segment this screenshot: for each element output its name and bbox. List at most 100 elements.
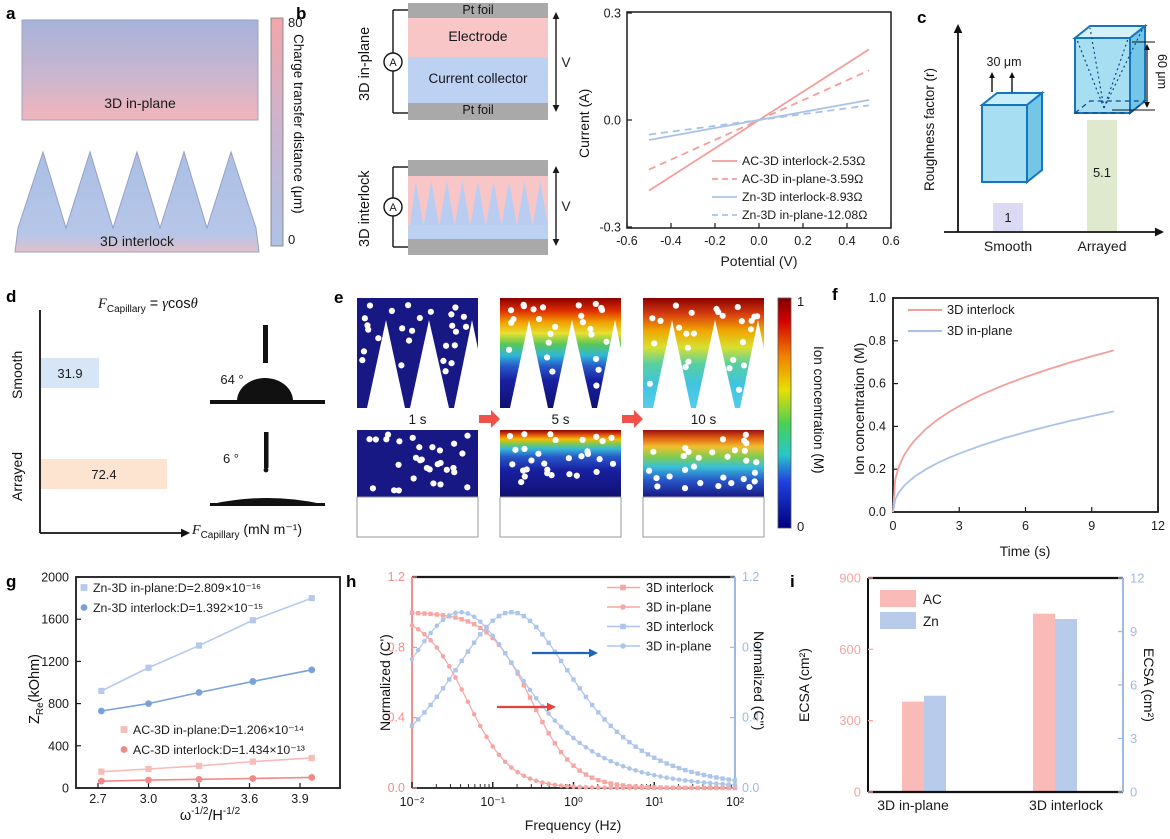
y-tick-label-right: 0.8 [742, 640, 759, 654]
legend-entry: AC-3D in-plane-3.59Ω [742, 172, 863, 186]
panel-e-letter: e [334, 288, 344, 307]
roughness-y-axis-label: Roughness factor (r) [922, 67, 937, 191]
bar-value-label: 1 [1004, 210, 1011, 225]
category-label: Smooth [984, 238, 1032, 254]
panel-f-letter: f [832, 285, 838, 304]
warburg-x-axis-label: ω-1/2/H-1/2 [179, 806, 241, 824]
y-tick-label-left: 0.4 [388, 711, 405, 725]
panel-a-letter: a [6, 4, 16, 23]
legend-entry: 3D interlock [646, 619, 714, 634]
time-label: 1 s [408, 412, 426, 427]
ion-concentration-colorbar-label: Ion concentration (M) [811, 346, 826, 474]
y-tick-label: 0.3 [604, 6, 621, 20]
simulation-interlock-2 [500, 298, 621, 408]
x-tick-label: 3.9 [291, 792, 308, 806]
panel-e: 1 s 5 s 10 s 1 0 [356, 294, 804, 538]
simulation-interlock-1 [357, 298, 478, 408]
simulation-inplane-1 [357, 430, 478, 497]
x-tick-label: 0 [890, 519, 897, 533]
x-tick-label: 0.2 [794, 234, 811, 248]
normalized-c-imag-axis-label: Normalized (C'') [751, 631, 767, 731]
ammeter-icon [383, 52, 403, 72]
simulation-interlock-3 [643, 298, 764, 408]
colorbar-min-label: 0 [288, 232, 295, 247]
y-tick-label-left: 900 [839, 571, 861, 586]
y-tick-label-right: 1.2 [742, 570, 759, 584]
panel-d: 31.9 72.4 64 ° 6 ° [39, 310, 325, 538]
x-tick-label: 12 [1151, 519, 1165, 533]
legend-entry: 3D in-plane [947, 323, 1012, 338]
category-label: 3D interlock [1029, 797, 1104, 813]
legend-entry: Zn [923, 614, 939, 629]
charge-transfer-colorbar-label: Charge transfer distance (μm) [291, 34, 306, 214]
interlock-schematic-label: 3D interlock [357, 170, 373, 247]
colorbar-min-label: 0 [797, 519, 804, 534]
colorbar-max-label: 1 [797, 294, 804, 309]
contact-angle-label: 6 ° [223, 451, 239, 466]
legend-entry: 3D in-plane [646, 600, 711, 615]
x-tick-label: 0.0 [750, 234, 767, 248]
y-tick-label-left: 0 [854, 785, 861, 800]
time-label: 5 s [551, 412, 569, 427]
x-tick-label: 10⁻¹ [480, 795, 505, 809]
panel-i-chart: 0 300 600 900 0 3 6 9 12 AC Zn 3D in-plane 3D interl… [839, 571, 1144, 814]
y-tick-label: 0.0 [869, 505, 886, 519]
voltage-symbol: V [561, 199, 570, 214]
panel-i-letter: i [790, 572, 795, 591]
y-tick-label: 400 [48, 739, 69, 753]
legend-entry: Zn-3D in-plane:D=2.809×10⁻¹⁶ [93, 581, 261, 595]
x-axis-label: Time (s) [1000, 543, 1051, 559]
y-tick-label-right: 0.0 [742, 781, 759, 795]
panel-a: 3D in-plane 3D interlock 80 0 [14, 15, 302, 253]
y-tick-label: 0.0 [604, 114, 621, 128]
y-tick-label: 0 [62, 782, 69, 796]
ecsa-right-axis-label: ECSA (cm²) [1141, 648, 1157, 722]
ammeter-symbol: A [389, 57, 397, 69]
panel-b-iv-chart: -0.6 -0.4 -0.2 0.0 0.2 0.4 0.6 0.3 0.0 -0.3 Potent… [599, 6, 899, 269]
y-tick-label-left: 600 [839, 642, 861, 657]
pt-foil-bottom-label: Pt foil [462, 103, 494, 117]
legend-entry: AC [923, 592, 942, 607]
y-tick-label: 1600 [41, 613, 69, 627]
smooth-category-label: Smooth [9, 350, 25, 399]
contact-angle-label: 64 ° [220, 372, 243, 387]
inplane-shape-label: 3D in-plane [104, 95, 176, 111]
x-tick-label: 0.4 [838, 234, 855, 248]
y-tick-label-right: 12 [1130, 571, 1144, 586]
capillary-axis-label: FCapillary (mN m⁻¹) [192, 521, 303, 541]
legend-entry: Zn-3D interlock:D=1.392×10⁻¹⁵ [93, 601, 263, 615]
x-tick-label: 3.6 [241, 792, 258, 806]
panel-b-schematic: A V A V [383, 3, 571, 255]
x-tick-label: 10⁻² [400, 795, 425, 809]
pt-foil-top-label: Pt foil [462, 3, 494, 17]
y-tick-label: 0.2 [869, 462, 886, 476]
y-tick-label-right: 6 [1130, 678, 1137, 693]
x-tick-label: -0.2 [704, 234, 726, 248]
contact-angle-droplet-64 [237, 378, 293, 401]
ion-concentration-y-axis-label: Ion concentration (M) [851, 342, 867, 475]
colorbar-max-label: 80 [288, 15, 302, 30]
panel-d-letter: d [6, 287, 17, 306]
x-tick-label: 0.6 [882, 234, 899, 248]
x-tick-label: 3 [956, 519, 963, 533]
arrayed-category-label: Arrayed [9, 451, 25, 501]
x-tick-label: -0.6 [616, 234, 638, 248]
ammeter-icon [383, 197, 403, 217]
x-axis-label: Potential (V) [720, 253, 797, 269]
panel-g-letter: g [6, 572, 17, 591]
y-tick-label: 1.0 [869, 291, 886, 305]
legend-entry: Zn-3D in-plane-12.08Ω [742, 208, 867, 222]
x-tick-label: 2.7 [89, 792, 106, 806]
panel-f-chart: 0.0 0.2 0.4 0.6 0.8 1.0 0 3 6 9 12 Time (s) 3D inter… [869, 291, 1165, 559]
x-tick-label: 9 [1088, 519, 1095, 533]
depth-60um-label: 60 μm [1155, 54, 1169, 89]
panel-g-chart: 0 400 800 1200 1600 2000 2.7 3.0 3.3 3.6 3.9 Zn-3D … [41, 571, 341, 806]
bar-value-label: 31.9 [57, 366, 82, 381]
panel-b-letter: b [296, 4, 307, 23]
current-y-axis-label: Current (A) [576, 88, 592, 158]
y-tick-label: 2000 [41, 571, 69, 585]
time-label: 10 s [691, 412, 717, 427]
x-tick-label: 6 [1022, 519, 1029, 533]
